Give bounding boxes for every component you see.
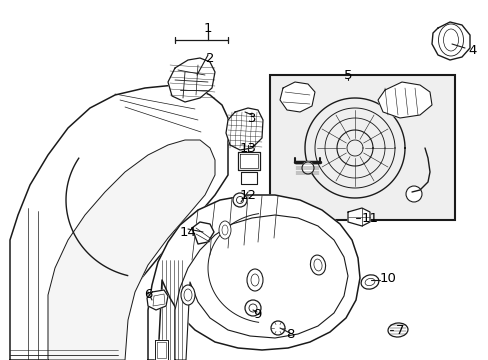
Polygon shape xyxy=(238,152,260,170)
Polygon shape xyxy=(347,208,369,226)
Text: 8: 8 xyxy=(285,328,294,342)
Ellipse shape xyxy=(219,221,230,239)
Text: 3: 3 xyxy=(247,112,256,125)
Circle shape xyxy=(248,304,257,312)
Ellipse shape xyxy=(443,29,458,51)
Polygon shape xyxy=(48,140,215,360)
Polygon shape xyxy=(175,215,347,360)
Ellipse shape xyxy=(250,274,259,286)
Ellipse shape xyxy=(222,225,227,235)
Polygon shape xyxy=(240,154,258,168)
Polygon shape xyxy=(241,172,257,184)
Polygon shape xyxy=(157,342,165,358)
Polygon shape xyxy=(192,222,214,244)
Polygon shape xyxy=(155,340,168,360)
Ellipse shape xyxy=(365,278,374,285)
Text: 2: 2 xyxy=(205,51,214,64)
Polygon shape xyxy=(148,195,359,360)
Text: 14: 14 xyxy=(179,225,196,239)
Text: 12: 12 xyxy=(239,189,256,202)
Text: 13: 13 xyxy=(239,141,256,154)
Circle shape xyxy=(270,321,285,335)
Text: 7: 7 xyxy=(395,324,404,337)
Ellipse shape xyxy=(183,289,192,301)
Polygon shape xyxy=(280,82,314,112)
Circle shape xyxy=(405,186,421,202)
Circle shape xyxy=(236,197,243,203)
Text: 11: 11 xyxy=(361,212,378,225)
Bar xyxy=(269,75,454,220)
Ellipse shape xyxy=(310,255,325,275)
Polygon shape xyxy=(10,85,227,360)
Text: 4: 4 xyxy=(468,44,476,57)
Ellipse shape xyxy=(438,24,463,56)
Polygon shape xyxy=(431,22,469,60)
Ellipse shape xyxy=(313,259,322,271)
Polygon shape xyxy=(377,82,431,118)
Polygon shape xyxy=(168,58,215,102)
Text: 10: 10 xyxy=(379,271,396,284)
Circle shape xyxy=(302,162,313,174)
Polygon shape xyxy=(147,290,168,310)
Polygon shape xyxy=(225,108,263,150)
Ellipse shape xyxy=(246,269,263,291)
Text: 9: 9 xyxy=(252,309,261,321)
Polygon shape xyxy=(153,294,164,306)
Circle shape xyxy=(232,193,246,207)
Circle shape xyxy=(244,300,261,316)
Text: 6: 6 xyxy=(143,288,152,302)
Text: 1: 1 xyxy=(203,22,212,35)
Ellipse shape xyxy=(181,285,195,305)
Ellipse shape xyxy=(387,323,407,337)
Text: 5: 5 xyxy=(343,68,351,81)
Ellipse shape xyxy=(360,275,378,289)
